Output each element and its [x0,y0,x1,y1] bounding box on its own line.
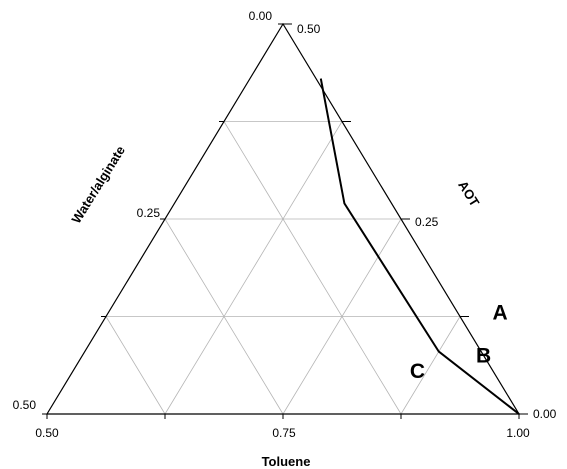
left-tick-label-0: 0.50 [13,398,37,412]
grid-line-water-2 [105,316,166,415]
right-tick-label-2: 0.00 [533,407,557,421]
bottom-tick-label-0: 0.50 [35,426,59,440]
region-label-a: A [493,302,508,325]
bottom-tick-label-2: 1.00 [506,426,530,440]
left-tick-label-2: 0.00 [249,9,273,23]
grid-line-water-0 [223,121,402,415]
right-axis-title: AOT [455,178,482,209]
grid-lines [105,121,461,415]
grid-line-toluene-0 [164,121,343,415]
phase-boundary-line [319,78,520,415]
right-tick-label-1: 0.25 [415,215,439,229]
left-axis-title: Water/alginate [68,143,128,226]
tick-marks [42,23,528,419]
tick-labels: 0.50 0.75 1.00 0.50 0.25 0.00 0.50 0.25 … [13,9,557,440]
right-tick-label-0: 0.50 [297,22,321,36]
region-label-b: B [476,345,491,368]
grid-line-toluene-2 [400,316,461,415]
grid-line-water-1 [164,218,284,415]
left-tick-label-1: 0.25 [137,206,161,220]
bottom-axis-title: Toluene [262,454,311,469]
bottom-tick-label-1: 0.75 [272,426,296,440]
grid-line-toluene-1 [282,218,402,415]
region-label-c: C [410,360,425,383]
